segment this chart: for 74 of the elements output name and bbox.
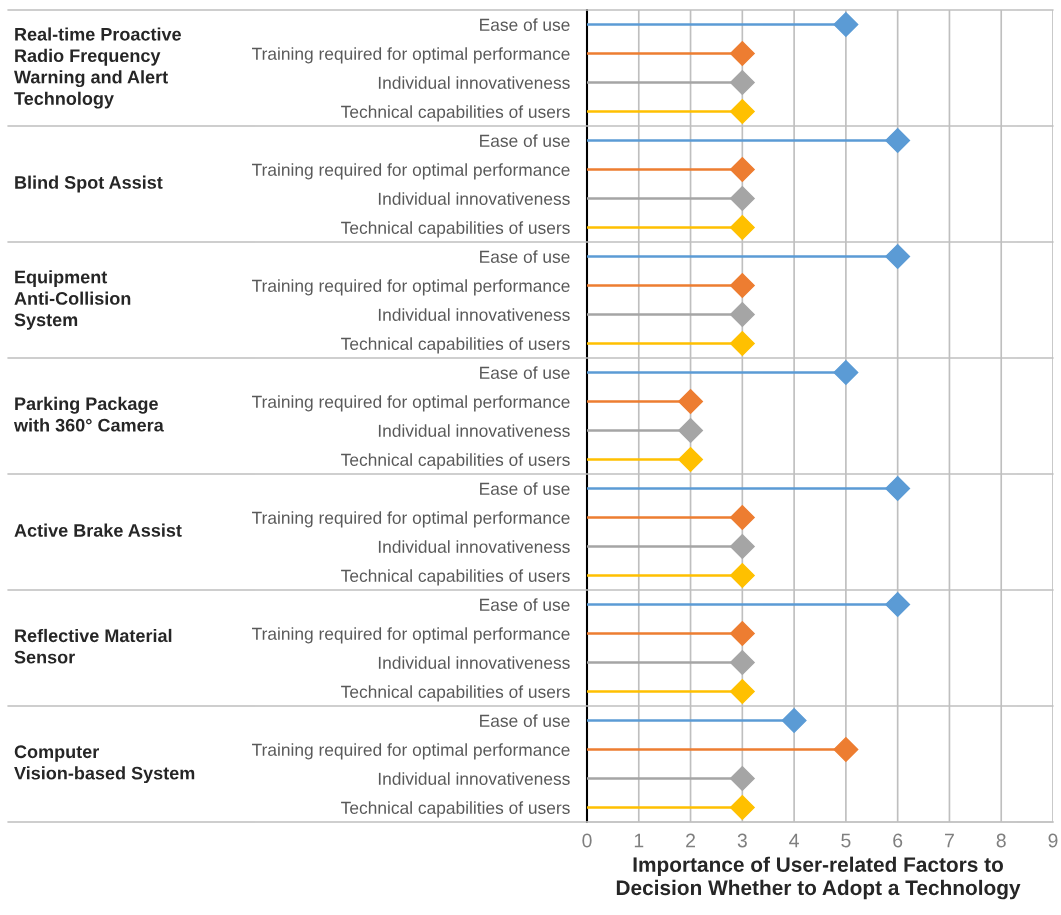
text: Active Brake Assist [14, 523, 182, 537]
text: Computer Vision-based System [14, 745, 195, 784]
y-tick-label: Ease of use [480, 134, 570, 147]
x-tick-label: 3 [737, 833, 747, 848]
y-tick-label: Technical capabilities of users [341, 569, 570, 586]
y-tick-label: Training required for optimal performance [252, 511, 570, 528]
y-tick-label: Individual innovativeness [378, 540, 570, 553]
point [678, 447, 704, 472]
point [885, 244, 911, 269]
y-tick-label: Training required for optimal performance [252, 743, 570, 760]
x-tick-label: 0 [582, 833, 592, 848]
point [729, 795, 755, 820]
point [729, 534, 755, 559]
text: Equipment Anti-Collision System [14, 270, 131, 330]
point [729, 331, 755, 356]
point [678, 418, 704, 443]
y-tick-label: Technical capabilities of users [341, 453, 570, 470]
text: Blind Spot Assist [15, 175, 163, 193]
point [729, 621, 755, 646]
x-axis-title: Importance of User-related Factors to Decision Whether to Adopt a Technology [616, 856, 1021, 900]
point [729, 99, 755, 124]
y-tick-label: Training required for optimal performance [252, 47, 570, 64]
point [678, 389, 704, 414]
text: Real-time Proactive Radio Frequency Warning and Alert Technology [14, 27, 181, 109]
point [729, 302, 755, 327]
point [833, 360, 859, 385]
y-tick-label: Ease of use [480, 482, 570, 495]
x-tick-label: 9 [1048, 833, 1058, 848]
x-tick-label: 4 [789, 833, 799, 848]
point [729, 41, 755, 66]
x-tick-label: 2 [686, 833, 695, 848]
x-tick-label: 1 [634, 833, 644, 848]
y-tick-label: Training required for optimal performance [252, 279, 570, 296]
y-tick-label: Ease of use [480, 714, 570, 727]
y-tick-label: Training required for optimal performance [252, 395, 570, 412]
point [729, 215, 755, 240]
point [729, 157, 755, 182]
point [729, 766, 755, 791]
y-tick-label: Individual innovativeness [378, 76, 570, 89]
point [833, 737, 859, 762]
y-tick-label: Individual innovativeness [378, 772, 570, 785]
point [729, 563, 755, 588]
y-tick-label: Training required for optimal performance [252, 627, 570, 644]
point [729, 273, 755, 298]
point [781, 708, 807, 733]
y-tick-label: Ease of use [480, 250, 570, 263]
y-tick-label: Technical capabilities of users [341, 337, 570, 354]
point [833, 12, 859, 37]
text: Parking Package with 360° Camera [13, 396, 164, 432]
point [729, 505, 755, 530]
y-tick-label: Technical capabilities of users [341, 801, 570, 818]
point [885, 476, 911, 501]
y-tick-label: Individual innovativeness [378, 656, 570, 669]
x-tick-label: 8 [996, 833, 1006, 848]
y-tick-label: Individual innovativeness [378, 424, 570, 437]
point [885, 128, 911, 153]
point [729, 679, 755, 704]
y-tick-label: Ease of use [480, 598, 570, 611]
y-tick-label: Technical capabilities of users [341, 221, 570, 238]
point [729, 70, 755, 95]
y-tick-label: Technical capabilities of users [341, 685, 570, 702]
y-tick-label: Ease of use [480, 18, 570, 31]
x-tick-label: 5 [841, 833, 851, 848]
x-tick-label: 7 [945, 833, 954, 848]
text: Reflective Material Sensor [14, 628, 172, 664]
y-tick-label: Training required for optimal performance [252, 163, 570, 180]
y-tick-label: Ease of use [480, 366, 570, 379]
x-tick-label: 6 [893, 833, 903, 848]
y-tick-label: Individual innovativeness [378, 192, 570, 205]
y-tick-label: Technical capabilities of users [341, 105, 570, 122]
y-tick-label: Individual innovativeness [378, 308, 570, 321]
point [885, 592, 911, 617]
point [729, 650, 755, 675]
point [729, 186, 755, 211]
